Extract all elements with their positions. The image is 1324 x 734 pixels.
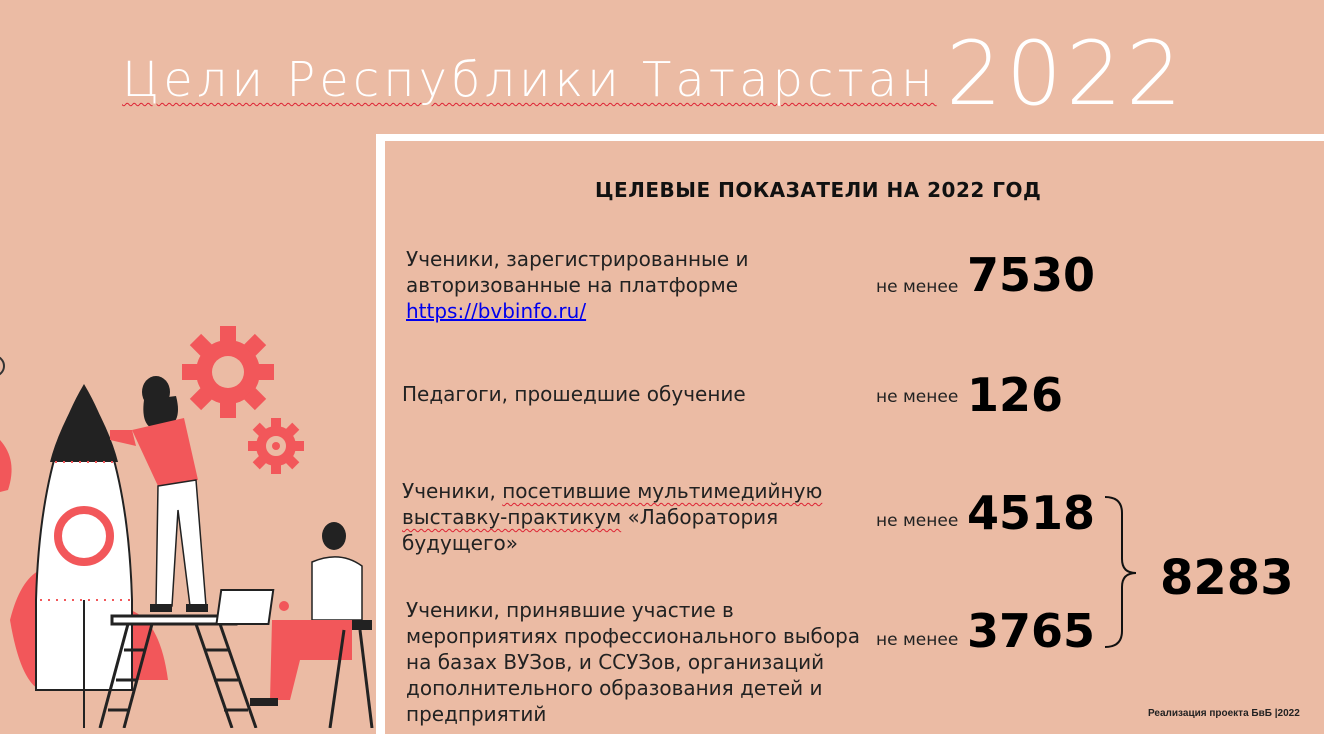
row4-line1: Ученики, принявшие участие в: [406, 598, 734, 622]
woman-figure-icon: [110, 376, 208, 612]
partial-circle-icon: [0, 356, 5, 376]
row1-line2: авторизованные на платформе: [406, 273, 739, 297]
row4-value: 3765: [967, 604, 1096, 658]
row4-minimum: не менее: [876, 630, 959, 650]
row3-value: 4518: [967, 486, 1096, 540]
row3-prefix: Ученики,: [402, 479, 503, 503]
row2-minimum: не менее: [876, 387, 959, 407]
bvbinfo-link[interactable]: https://bvbinfo.ru/: [406, 299, 587, 323]
man-with-laptop-icon: [215, 522, 374, 728]
teamwork-illustration: [0, 326, 374, 728]
row3-minimum: не менее: [876, 511, 959, 531]
partial-leaf-icon: [0, 440, 12, 492]
total-value: 8283: [1160, 550, 1294, 606]
gear-small-icon: [248, 418, 304, 474]
gear-large-icon: [182, 326, 274, 418]
page-year: 2022: [946, 22, 1186, 125]
row4-line2: мероприятиях профессионального выбора: [406, 624, 861, 648]
row-teachers-label: Педагоги, прошедшие обучение: [402, 382, 746, 406]
curly-brace-icon: [1104, 496, 1137, 648]
section-title: ЦЕЛЕВЫЕ ПОКАЗАТЕЛИ НА 2022 ГОД: [595, 178, 1042, 202]
row3-line1: посетившие мультимедийную: [502, 479, 823, 503]
row3-line2b: «Лаборатория: [621, 505, 779, 529]
page-title: Цели Республики Татарстан: [122, 52, 937, 108]
row4-line5: предприятий: [406, 702, 547, 726]
row4-line4: дополнительного образования детей и: [406, 676, 823, 700]
indicators-panel: [376, 134, 1324, 734]
title-word-goals: Цели Республики Татарстан: [122, 52, 937, 108]
rocket-icon: [10, 384, 168, 728]
row1-value: 7530: [967, 248, 1096, 302]
row-exhibition-label: Ученики, посетившие мультимедийную выста…: [402, 478, 822, 556]
row3-line2a: выставку-практикум: [402, 505, 622, 529]
row2-value: 126: [967, 368, 1064, 422]
row1-minimum: не менее: [876, 277, 959, 297]
row3-line3: будущего»: [402, 531, 518, 555]
row1-line1: Ученики, зарегистрированные и: [406, 247, 749, 271]
row-career-events-label: Ученики, принявшие участие в мероприятия…: [406, 597, 860, 727]
footer-credit: Реализация проекта БвБ |2022: [1148, 708, 1300, 719]
row-registered-students-label: Ученики, зарегистрированные и авторизова…: [406, 246, 749, 324]
row4-line3: на базах ВУЗов, и ССУЗов, организаций: [406, 650, 825, 674]
